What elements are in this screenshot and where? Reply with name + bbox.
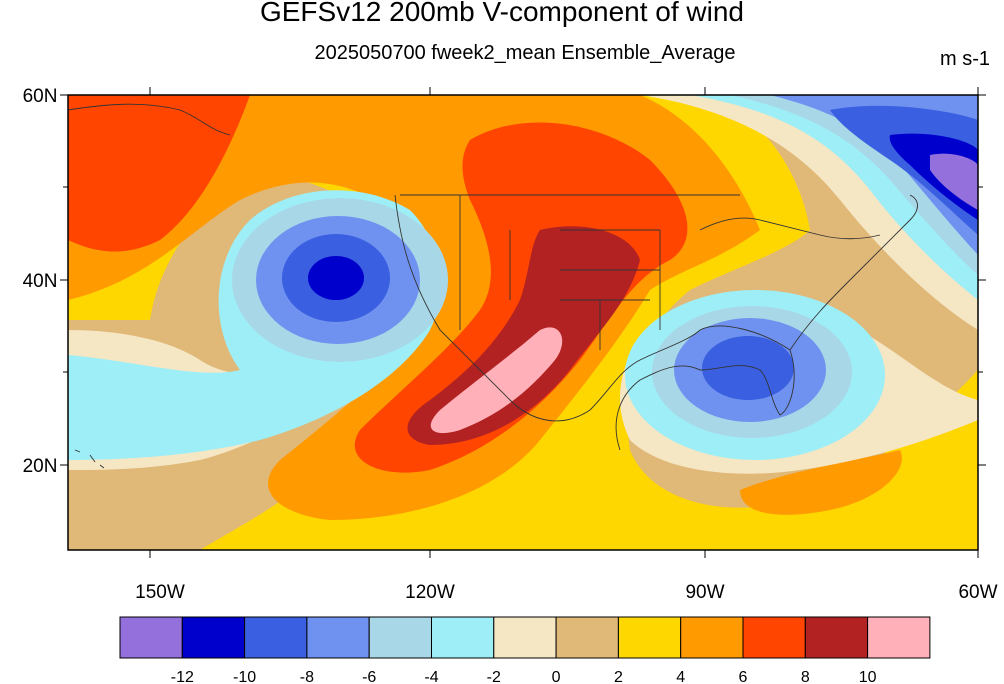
band-negative-10-west <box>308 256 364 300</box>
colorbar-box <box>867 616 931 659</box>
lon-label-60w: 60W <box>958 582 997 603</box>
wind-field <box>68 95 978 550</box>
lon-label-90w: 90W <box>685 582 724 603</box>
tick-marks <box>60 87 986 558</box>
colorbar-box <box>804 616 869 659</box>
lat-label-40n: 40N <box>23 271 58 292</box>
colorbar-label: 0 <box>552 669 561 684</box>
colorbar-box <box>181 616 246 659</box>
units-label: m s-1 <box>940 48 990 70</box>
plot-frame <box>67 94 979 551</box>
colorbar-box <box>680 616 744 659</box>
colorbar-label: -4 <box>424 669 438 684</box>
colorbar-label: 8 <box>801 669 810 684</box>
lat-label-20n: 20N <box>23 456 58 477</box>
coastlines <box>68 103 918 469</box>
colorbar-label: 4 <box>676 669 685 684</box>
colorbar-box <box>617 616 682 659</box>
colorbar-box <box>306 616 370 659</box>
colorbar-label: -12 <box>171 669 194 684</box>
lat-label-60n: 60N <box>23 86 58 107</box>
colorbar-label: -2 <box>487 669 501 684</box>
band-negative-8-east <box>702 336 794 400</box>
colorbar-label: 2 <box>614 669 623 684</box>
colorbar-label: 6 <box>739 669 748 684</box>
lon-label-150w: 150W <box>135 582 185 603</box>
band-negative-12-ne <box>930 153 978 210</box>
colorbar-box <box>368 616 433 659</box>
band-positive-10 <box>430 327 563 434</box>
map-title: GEFSv12 200mb V-component of wind <box>259 0 745 27</box>
colorbar-label: -6 <box>362 669 376 684</box>
colorbar-label: 10 <box>859 669 877 684</box>
colorbar-label: -10 <box>233 669 256 684</box>
band-positive-6-east <box>740 450 902 515</box>
colorbar-box <box>244 616 308 659</box>
colorbar-box <box>742 616 806 659</box>
colorbar: -12 -10 -8 -6 -4 -2 0 2 4 6 8 10 <box>119 616 931 684</box>
colorbar-box <box>431 616 495 659</box>
map-subtitle: 2025050700 fweek2_mean Ensemble_Average <box>314 42 736 64</box>
colorbar-label: -8 <box>300 669 314 684</box>
colorbar-box <box>555 616 619 659</box>
lon-label-120w: 120W <box>405 582 455 603</box>
colorbar-box <box>493 616 557 659</box>
colorbar-box <box>119 616 183 659</box>
